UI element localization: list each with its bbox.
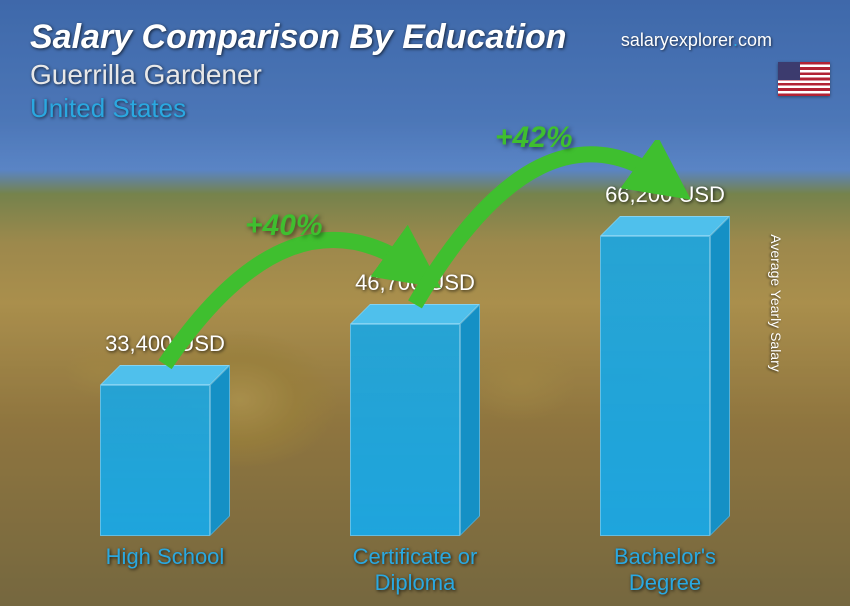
chart-subtitle: Guerrilla Gardener	[30, 59, 567, 91]
bar-category-label: Bachelor'sDegree	[565, 544, 765, 597]
bar-value-label: 46,700 USD	[325, 270, 505, 296]
chart-title: Salary Comparison By Education	[30, 18, 567, 57]
chart-container: Salary Comparison By Education Guerrilla…	[0, 0, 850, 606]
bar-front	[350, 324, 460, 536]
bar-value-label: 33,400 USD	[75, 331, 255, 357]
bar-front	[600, 236, 710, 536]
bar-top	[350, 304, 480, 324]
bar-top	[600, 216, 730, 236]
watermark-prefix: salaryexplorer	[621, 30, 733, 50]
bar-category-label: Certificate orDiploma	[315, 544, 515, 597]
bar-top	[100, 365, 230, 385]
bar-side	[460, 304, 480, 536]
bar-side	[710, 216, 730, 536]
increase-pct-0: +40%	[245, 209, 323, 243]
bar-side	[210, 365, 230, 536]
bar-value-label: 66,200 USD	[575, 182, 755, 208]
chart-country: United States	[30, 93, 567, 124]
chart-area: 33,400 USDHigh School46,700 USDCertifica…	[40, 140, 790, 586]
title-block: Salary Comparison By Education Guerrilla…	[30, 18, 567, 124]
watermark-suffix: com	[738, 30, 772, 50]
flag-icon	[778, 62, 830, 96]
bar-front	[100, 385, 210, 536]
bar-category-label: High School	[65, 544, 265, 570]
watermark: salaryexplorer.com	[621, 30, 772, 51]
increase-pct-1: +42%	[495, 121, 573, 155]
